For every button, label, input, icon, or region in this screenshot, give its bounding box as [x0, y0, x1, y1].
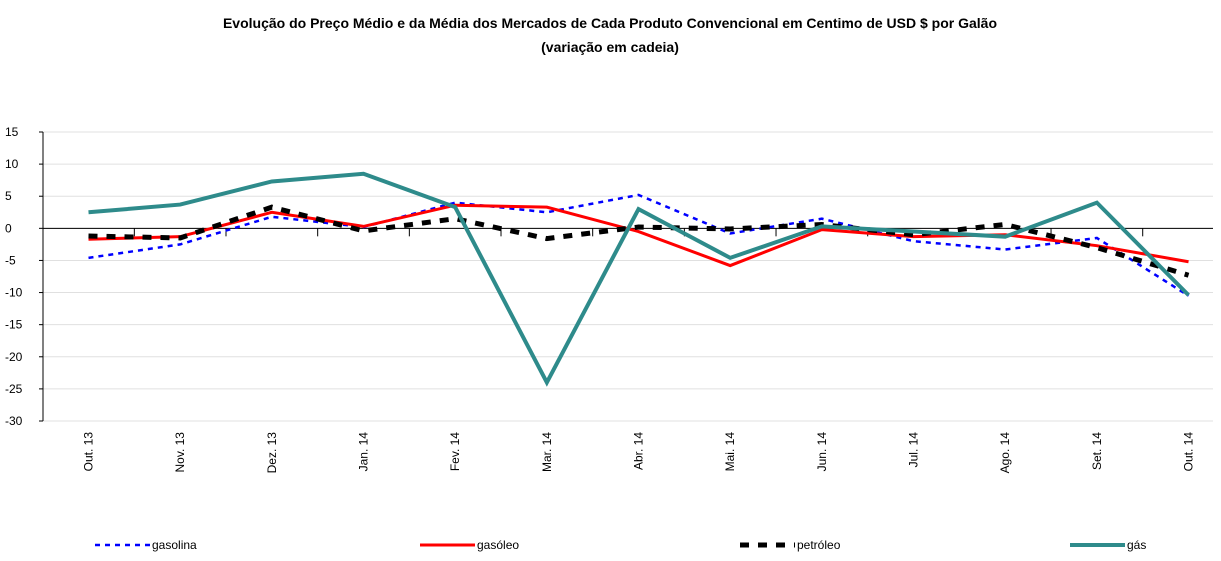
- y-tick-label: -30: [5, 414, 23, 428]
- x-tick-label: Fev. 14: [448, 432, 462, 471]
- y-tick-label: -25: [5, 382, 23, 396]
- y-tick-label: -5: [5, 253, 16, 267]
- x-tick-label: Abr. 14: [632, 432, 646, 470]
- x-tick-label: Mai. 14: [723, 432, 737, 472]
- x-tick-label: Out. 14: [1182, 432, 1196, 472]
- x-tick-label: Out. 13: [82, 432, 96, 472]
- legend-label: gasolina: [152, 538, 197, 552]
- y-tick-label: 10: [5, 157, 19, 171]
- x-tick-label: Ago. 14: [998, 432, 1012, 474]
- series-line: [88, 204, 1190, 278]
- y-tick-label: 5: [5, 189, 12, 203]
- y-tick-label: -20: [5, 350, 23, 364]
- chart-title: Evolução do Preço Médio e da Média dos M…: [223, 15, 997, 31]
- x-tick-label: Jul. 14: [907, 432, 921, 468]
- chart-subtitle: (variação em cadeia): [541, 39, 679, 55]
- y-tick-label: 15: [5, 125, 19, 139]
- legend-label: gasóleo: [477, 538, 519, 552]
- x-tick-label: Dez. 13: [265, 432, 279, 474]
- series-line: [88, 193, 1190, 297]
- x-tick-label: Mar. 14: [540, 432, 554, 472]
- y-tick-label: -10: [5, 286, 23, 300]
- x-tick-label: Nov. 13: [173, 432, 187, 473]
- legend-label: petróleo: [797, 538, 841, 552]
- y-tick-label: 0: [5, 221, 12, 235]
- x-tick-label: Jun. 14: [815, 432, 829, 472]
- x-tick-label: Set. 14: [1090, 432, 1104, 470]
- series-line: [88, 171, 1190, 387]
- x-tick-label: Jan. 14: [357, 432, 371, 472]
- legend-label: gás: [1127, 538, 1146, 552]
- y-tick-label: -15: [5, 318, 23, 332]
